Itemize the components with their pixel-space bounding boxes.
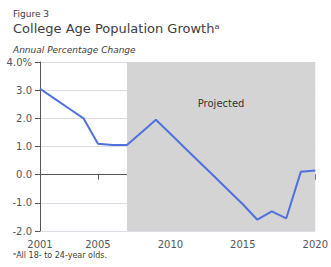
svg-text:Figure 3: Figure 3: [13, 9, 49, 19]
svg-text:1.0: 1.0: [16, 141, 32, 152]
svg-text:-1.0: -1.0: [12, 197, 32, 208]
svg-text:2.0: 2.0: [16, 113, 32, 124]
svg-text:Annual Percentage Change: Annual Percentage Change: [12, 45, 136, 55]
svg-text:2010: 2010: [158, 239, 183, 250]
svg-text:3.0: 3.0: [16, 85, 32, 96]
svg-text:Projected: Projected: [198, 98, 245, 109]
svg-text:0.0: 0.0: [16, 169, 32, 180]
svg-text:2020: 2020: [303, 239, 328, 250]
svg-text:ᵃAll 18- to 24-year olds.: ᵃAll 18- to 24-year olds.: [13, 251, 107, 260]
svg-text:-2.0: -2.0: [12, 226, 32, 237]
svg-text:2005: 2005: [85, 239, 110, 250]
svg-text:College Age Population Growthᵃ: College Age Population Growthᵃ: [13, 21, 220, 36]
svg-text:2001: 2001: [27, 239, 52, 250]
svg-text:4.0%: 4.0%: [7, 57, 32, 68]
svg-text:2015: 2015: [230, 239, 255, 250]
